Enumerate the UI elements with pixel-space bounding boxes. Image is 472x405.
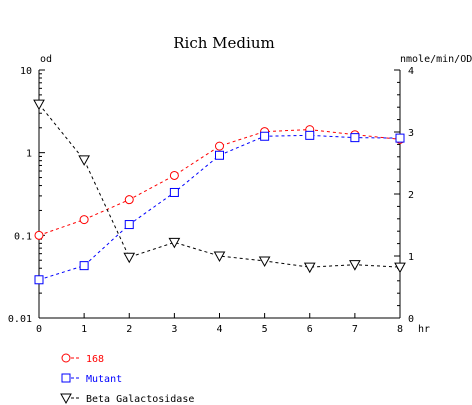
data-point [124, 195, 134, 205]
series-layer [33, 99, 406, 285]
data-point [34, 275, 44, 285]
chart-title: Rich Medium [173, 34, 274, 52]
legend-marker [61, 353, 71, 363]
y-tick-label: 0.01 [8, 314, 32, 325]
data-point [169, 187, 179, 197]
y2-tick-label: 1 [408, 252, 414, 263]
x-tick-label: 5 [262, 324, 268, 335]
y2-tick-label: 4 [408, 66, 414, 77]
data-point [213, 251, 226, 263]
y2-tick-label: 3 [408, 128, 414, 139]
data-point [350, 133, 360, 143]
x-tick-label: 0 [36, 324, 42, 335]
legend-label: 168 [86, 354, 104, 365]
y2-axis-label: nmole/min/OD [400, 54, 472, 65]
data-point [394, 262, 406, 274]
x-tick-label: 4 [216, 324, 222, 335]
data-point [215, 141, 224, 151]
data-point [305, 130, 315, 140]
legend-label: Mutant [86, 374, 122, 385]
y2-tick-label: 0 [408, 314, 414, 325]
legend-label: Beta Galactosidase [86, 394, 194, 405]
series-line [38, 129, 401, 236]
data-point [34, 230, 44, 240]
data-point [79, 215, 89, 225]
data-point [260, 131, 270, 141]
data-point [303, 262, 316, 274]
y-tick-label: 1 [26, 149, 32, 160]
y-tick-label: 10 [20, 66, 32, 77]
x-tick-label: 6 [307, 324, 313, 335]
data-point [349, 260, 361, 271]
data-point [123, 252, 136, 264]
data-point [33, 99, 45, 111]
x-tick-label: 8 [397, 324, 403, 335]
series-2 [33, 99, 406, 274]
x-axis-label: hr [418, 324, 430, 335]
data-point [395, 133, 405, 143]
data-point [124, 220, 134, 230]
y2-tick-label: 2 [408, 190, 414, 201]
data-point [79, 261, 89, 271]
data-point [78, 155, 90, 166]
legend-marker [60, 393, 72, 405]
data-point [258, 256, 271, 267]
series-line [38, 103, 401, 268]
legend-item: Beta Galactosidase [60, 393, 194, 405]
legend-marker [61, 373, 71, 383]
series-0 [34, 125, 405, 240]
x-tick-label: 2 [126, 324, 132, 335]
data-point [168, 237, 181, 249]
series-1 [34, 130, 405, 285]
data-point [169, 170, 179, 180]
y-axis-label: od [40, 54, 52, 65]
x-tick-label: 7 [352, 324, 358, 335]
x-tick-label: 1 [81, 324, 87, 335]
data-point [215, 150, 224, 160]
y-tick-label: 0.1 [14, 231, 32, 242]
x-tick-label: 3 [171, 324, 177, 335]
legend: 168 Mutant Beta Galactosidase [60, 353, 194, 405]
legend-item: 168 [61, 353, 104, 365]
legend-item: Mutant [61, 373, 122, 385]
